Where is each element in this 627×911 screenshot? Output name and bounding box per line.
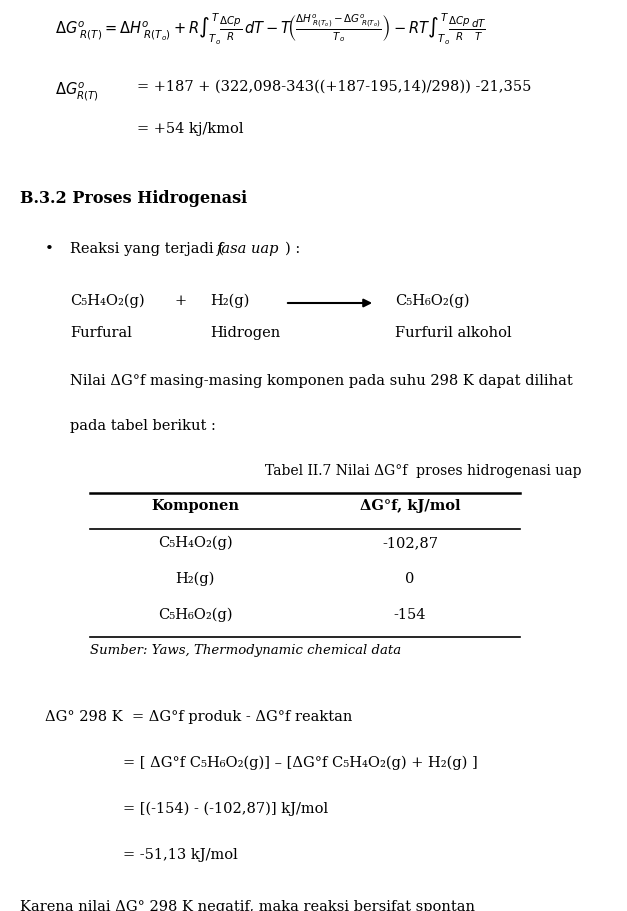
Text: C₅H₆O₂(g): C₅H₆O₂(g) [158, 608, 232, 621]
Text: Komponen: Komponen [151, 498, 239, 512]
Text: 0: 0 [405, 571, 414, 586]
Text: Furfuril alkohol: Furfuril alkohol [395, 325, 512, 340]
Text: C₅H₄O₂(g): C₅H₄O₂(g) [70, 293, 145, 308]
Text: pada tabel berikut :: pada tabel berikut : [70, 418, 216, 433]
Text: = +54 kj/kmol: = +54 kj/kmol [137, 122, 243, 136]
Text: C₅H₆O₂(g): C₅H₆O₂(g) [395, 293, 470, 308]
Text: $\Delta G^o_{R(T)}$: $\Delta G^o_{R(T)}$ [55, 80, 99, 102]
Text: H₂(g): H₂(g) [210, 293, 250, 308]
Text: -102,87: -102,87 [382, 536, 438, 549]
Text: Tabel II.7 Nilai ΔG°f  proses hidrogenasi uap: Tabel II.7 Nilai ΔG°f proses hidrogenasi… [265, 464, 581, 477]
Text: Reaksi yang terjadi (: Reaksi yang terjadi ( [70, 241, 224, 256]
Text: +: + [175, 293, 187, 308]
Text: C₅H₄O₂(g): C₅H₄O₂(g) [157, 536, 233, 549]
Text: -154: -154 [394, 608, 426, 621]
Text: Nilai ΔG°f masing-masing komponen pada suhu 298 K dapat dilihat: Nilai ΔG°f masing-masing komponen pada s… [70, 374, 572, 387]
Text: = -51,13 kJ/mol: = -51,13 kJ/mol [123, 847, 238, 861]
Text: H₂(g): H₂(g) [176, 571, 214, 586]
Text: fasa uap: fasa uap [217, 241, 280, 256]
Text: Karena nilai ΔG° 298 K negatif, maka reaksi bersifat spontan: Karena nilai ΔG° 298 K negatif, maka rea… [20, 899, 475, 911]
Text: ΔG°f, kJ/mol: ΔG°f, kJ/mol [360, 498, 460, 512]
Text: = [ ΔG°f C₅H₆O₂(g)] – [ΔG°f C₅H₄O₂(g) + H₂(g) ]: = [ ΔG°f C₅H₆O₂(g)] – [ΔG°f C₅H₄O₂(g) + … [123, 755, 478, 770]
Text: ΔG° 298 K  = ΔG°f produk - ΔG°f reaktan: ΔG° 298 K = ΔG°f produk - ΔG°f reaktan [45, 710, 352, 723]
Text: = [(-154) - (-102,87)] kJ/mol: = [(-154) - (-102,87)] kJ/mol [123, 801, 328, 815]
Text: $\Delta G^o_{\ R(T)} = \Delta H^o_{\ R(T_o)} + R\int_{T_o}^{T}\frac{\Delta Cp}{R: $\Delta G^o_{\ R(T)} = \Delta H^o_{\ R(T… [55, 12, 487, 47]
Text: = +187 + (322,098-343((+187-195,14)/298)) -21,355: = +187 + (322,098-343((+187-195,14)/298)… [137, 80, 531, 94]
Text: •: • [45, 241, 54, 256]
Text: B.3.2 Proses Hidrogenasi: B.3.2 Proses Hidrogenasi [20, 189, 247, 207]
Text: Furfural: Furfural [70, 325, 132, 340]
Text: Hidrogen: Hidrogen [210, 325, 280, 340]
Text: ) :: ) : [285, 241, 300, 256]
Text: Sumber: Yaws, Thermodynamic chemical data: Sumber: Yaws, Thermodynamic chemical dat… [90, 643, 401, 656]
